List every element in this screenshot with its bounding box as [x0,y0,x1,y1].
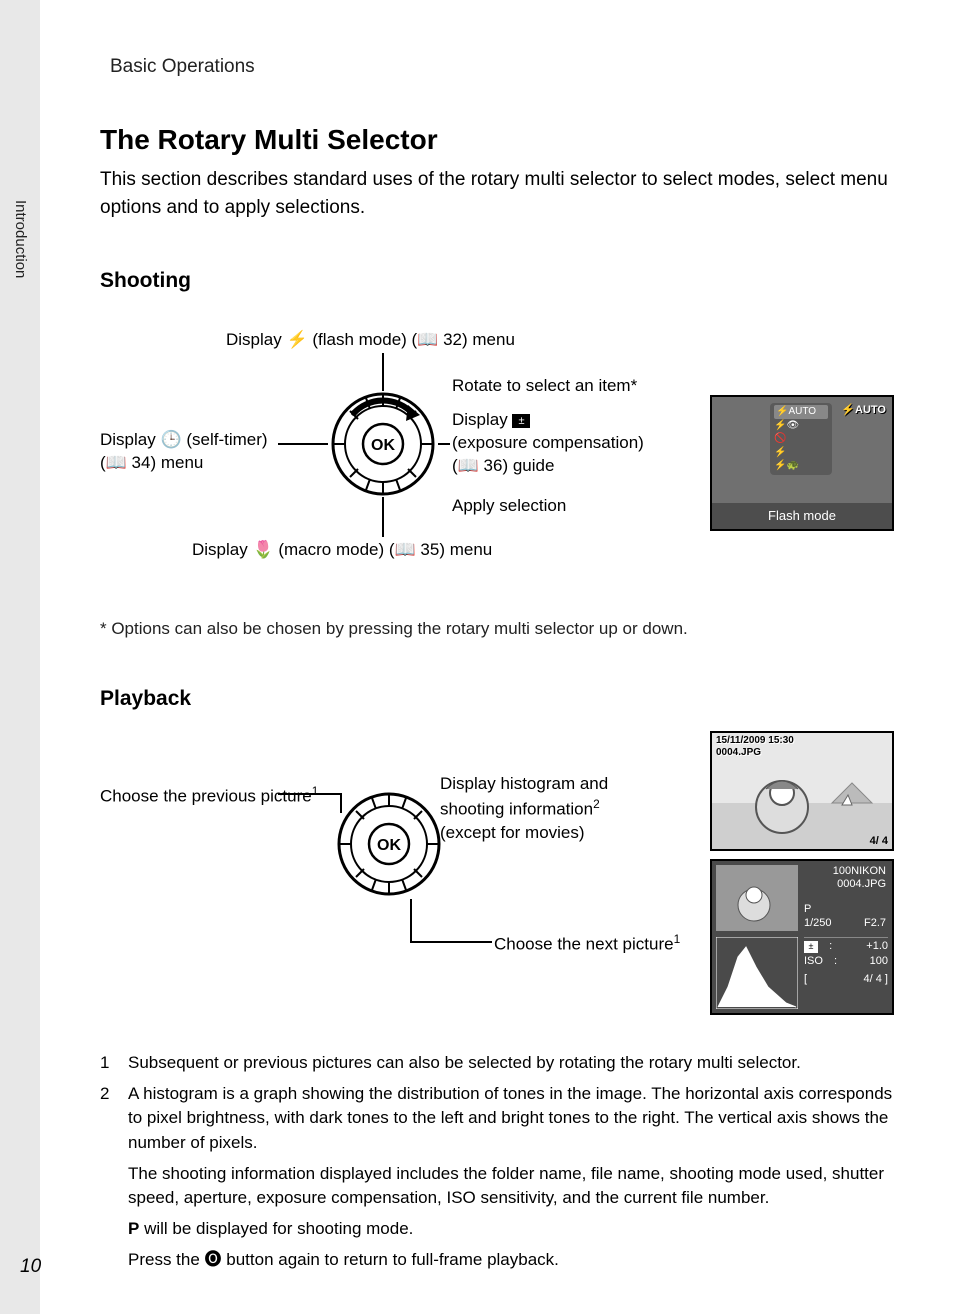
connector [410,941,492,943]
playback-heading: Playback [100,687,894,711]
exposure-label-2: (exposure compensation) [452,433,644,452]
info-counter: 4/ 4 ] [864,973,888,985]
manual-page: Introduction Basic Operations The Rotary… [40,0,954,1314]
exposure-label-1: Display [452,410,508,429]
self-timer-label: Display 🕒 (self-timer) (📖 34) menu [100,429,268,475]
shooting-diagram: Display ⚡ (flash mode) (📖 32) menu Rotat… [100,313,894,593]
playback-previews: 15/11/2009 15:30 0004.JPG 4/ 4 100NIKON … [710,731,894,1015]
flash-options-list: ⚡AUTO ⚡👁 🚫 ⚡ ⚡🐢 [770,403,832,475]
preview-filename: 0004.JPG [716,747,761,758]
connector [278,793,342,795]
flash-option: ⚡👁 [774,419,828,433]
footnote-2: 2 A histogram is a graph showing the dis… [100,1082,894,1156]
info-ev: +1.0 [866,940,888,952]
flash-auto-badge: ⚡AUTO [841,403,886,416]
footnote-2c: P will be displayed for shooting mode. [128,1217,894,1242]
intro-text: This section describes standard uses of … [100,166,894,221]
connector [410,899,412,943]
connector [438,443,450,445]
self-timer-label-2: (📖 34) menu [100,453,203,472]
shooting-footnote: * Options can also be chosen by pressing… [100,619,894,639]
prev-picture-label: Choose the previous picture1 [100,783,318,809]
exposure-label-3: (📖 36) guide [452,456,554,475]
section-tab-label: Introduction [12,200,29,278]
info-file: 0004.JPG [833,878,886,891]
shooting-heading: Shooting [100,269,894,293]
next-picture-label: Choose the next picture1 [494,931,680,957]
self-timer-label-1: Display 🕒 (self-timer) [100,430,268,449]
svg-text:OK: OK [377,837,401,854]
left-gray-band [0,0,40,380]
footnote-2d: Press the 🅞 button again to return to fu… [128,1248,894,1273]
connector [340,793,342,813]
preview-counter: 4/ 4 [870,835,888,847]
apply-label: Apply selection [452,495,566,518]
histogram-label: Display histogram and shooting informati… [440,773,608,844]
info-mode: P [804,903,811,915]
page-number: 10 [20,1256,41,1278]
playback-diagram: Choose the previous picture1 Display his… [100,731,894,1031]
flash-option: 🚫 [774,432,828,446]
playback-preview-info: 100NIKON 0004.JPG P 1/250 F2.7 ± : +1.0 … [710,859,894,1015]
connector [278,443,328,445]
playback-preview-image: 15/11/2009 15:30 0004.JPG 4/ 4 [710,731,894,851]
info-iso: 100 [870,955,888,967]
info-folder: 100NIKON [833,865,886,878]
info-shutter: 1/250 [804,917,832,929]
macro-label: Display 🌷 (macro mode) (📖 35) menu [192,539,492,562]
footnote-1: 1 Subsequent or previous pictures can al… [100,1051,894,1076]
rotary-selector-icon: OK [330,391,436,497]
flash-mode-title: Flash mode [712,503,892,529]
rotary-selector-icon: OK [336,791,442,897]
exposure-icon: ± [512,414,530,428]
page-title: The Rotary Multi Selector [100,124,894,156]
footnote-2b: The shooting information displayed inclu… [128,1162,894,1211]
info-aperture: F2.7 [864,917,886,929]
flash-mode-preview: ⚡AUTO ⚡AUTO ⚡👁 🚫 ⚡ ⚡🐢 Flash mode [710,395,894,531]
flash-option: ⚡AUTO [774,405,828,419]
preview-datetime: 15/11/2009 15:30 [716,735,794,746]
flash-mode-label: Display ⚡ (flash mode) (📖 32) menu [226,329,515,352]
flash-option: ⚡ [774,446,828,460]
exposure-label: Display ± (exposure compensation) (📖 36)… [452,409,644,478]
rotate-label: Rotate to select an item* [452,375,637,398]
connector [382,353,384,391]
connector [382,497,384,537]
info-iso-label: ISO [804,955,823,967]
svg-text:OK: OK [371,437,395,454]
flash-option: ⚡🐢 [774,459,828,473]
breadcrumb: Basic Operations [110,56,894,78]
